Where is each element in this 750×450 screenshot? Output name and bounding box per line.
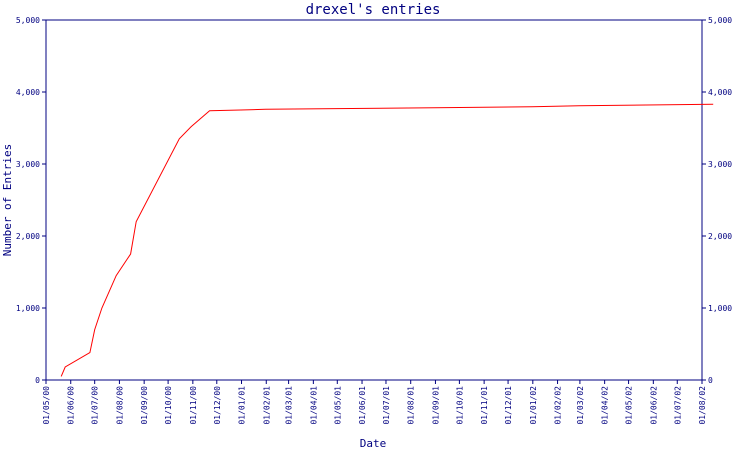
- x-tick-label: 01/11/00: [189, 386, 198, 425]
- y-tick-label-left: 1,000: [16, 304, 40, 313]
- chart-title: drexel's entries: [306, 2, 441, 18]
- x-tick-label: 01/09/01: [431, 386, 440, 425]
- y-axis-ticks: 0 0 1,000 1,000 2,000 2,000 3,000 3,000 4,000 4,0…: [16, 16, 732, 385]
- x-tick-label: 01/10/01: [455, 386, 464, 425]
- x-tick-label: 01/08/02: [698, 386, 707, 425]
- x-tick-label: 01/07/02: [673, 386, 682, 425]
- x-tick-label: 01/10/00: [164, 386, 173, 425]
- x-tick-label: 01/04/02: [601, 386, 610, 425]
- x-tick-label: 01/09/00: [140, 386, 149, 425]
- x-tick-label: 01/01/02: [529, 386, 538, 425]
- y-tick-label-right: 0: [708, 376, 713, 385]
- x-axis-label: Date: [360, 437, 387, 450]
- y-tick-label-left: 4,000: [16, 88, 40, 97]
- y-tick-label-right: 3,000: [708, 160, 732, 169]
- x-tick-label: 01/03/01: [285, 386, 294, 425]
- x-tick-label: 01/01/01: [238, 386, 247, 425]
- x-tick-label: 01/02/02: [554, 386, 563, 425]
- y-tick-label-right: 5,000: [708, 16, 732, 25]
- y-tick-label-left: 0: [35, 376, 40, 385]
- x-tick-label: 01/06/00: [67, 386, 76, 425]
- x-tick-label: 01/05/01: [333, 386, 342, 425]
- y-tick-label-left: 2,000: [16, 232, 40, 241]
- y-tick-label-right: 4,000: [708, 88, 732, 97]
- x-tick-label: 01/02/01: [262, 386, 271, 425]
- x-tick-label: 01/05/02: [625, 386, 634, 425]
- x-tick-label: 01/06/01: [358, 386, 367, 425]
- x-tick-label: 01/06/02: [649, 386, 658, 425]
- x-tick-label: 01/07/00: [91, 386, 100, 425]
- y-tick-label-right: 1,000: [708, 304, 732, 313]
- y-tick-label-right: 2,000: [708, 232, 732, 241]
- y-tick-label-left: 3,000: [16, 160, 40, 169]
- x-tick-label: 01/08/01: [407, 386, 416, 425]
- x-tick-label: 01/11/01: [480, 386, 489, 425]
- x-tick-label: 01/05/00: [42, 386, 51, 425]
- x-tick-label: 01/07/01: [382, 386, 391, 425]
- entries-series-line: [60, 103, 714, 377]
- x-tick-label: 01/12/00: [213, 386, 222, 425]
- y-tick-label-left: 5,000: [16, 16, 40, 25]
- plot-frame: [45, 19, 703, 381]
- x-tick-label: 01/03/02: [576, 386, 585, 425]
- x-tick-label: 01/12/01: [504, 386, 513, 425]
- x-tick-label: 01/08/00: [115, 386, 124, 425]
- y-axis-label: Number of Entries: [1, 144, 14, 257]
- x-tick-label: 01/04/01: [309, 386, 318, 425]
- x-axis-ticks: 01/05/00 01/06/00 01/07/00 01/08/00 01/09/00…: [42, 380, 707, 425]
